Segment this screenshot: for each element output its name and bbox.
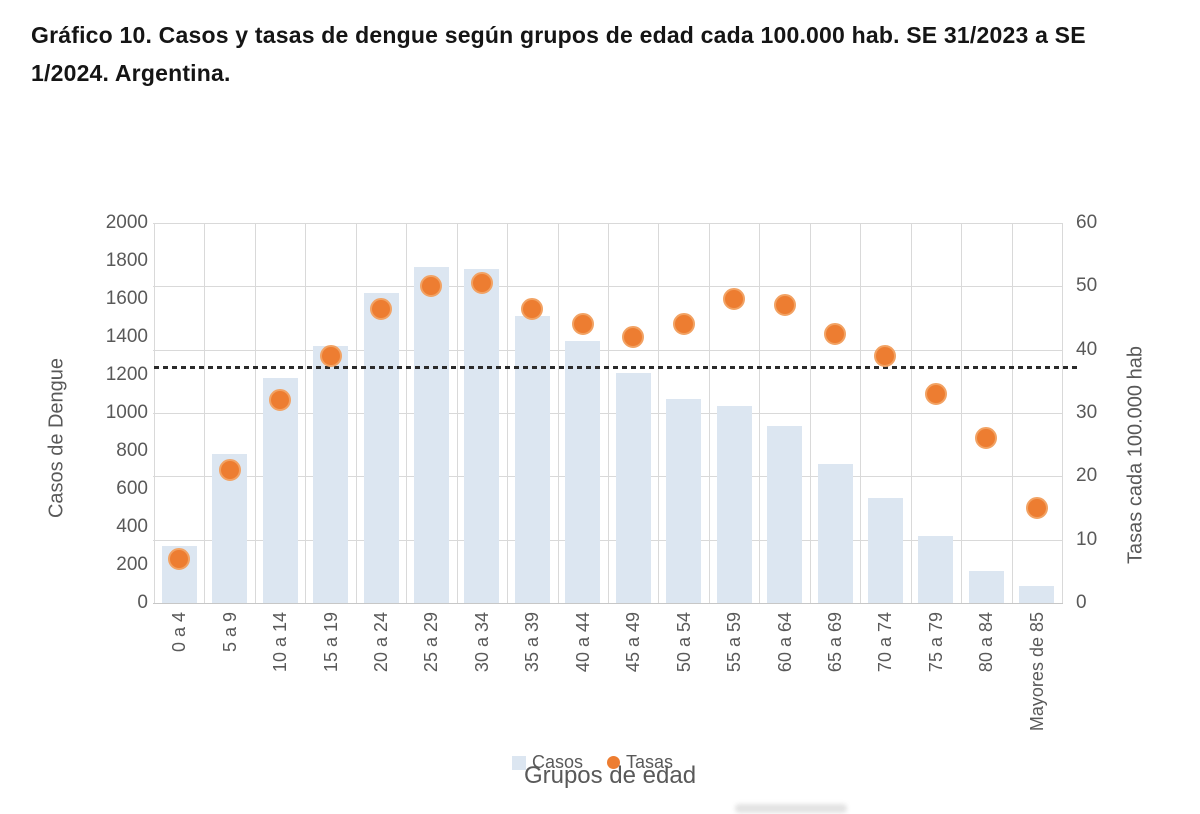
x-category-label: 0 a 4 bbox=[169, 612, 190, 653]
h-gridline bbox=[153, 349, 1063, 351]
casos-bar bbox=[666, 398, 702, 604]
tasas-point bbox=[420, 275, 443, 298]
tasas-point bbox=[521, 297, 544, 320]
legend-marker-tasas-icon bbox=[607, 756, 621, 769]
tasas-point bbox=[168, 547, 191, 570]
y-right-tick-label: 30 bbox=[1076, 402, 1098, 423]
h-gridline bbox=[153, 223, 1063, 224]
tasas-point bbox=[370, 297, 392, 320]
x-category-label: 40 a 44 bbox=[572, 612, 593, 673]
y-left-tick-label: 200 bbox=[116, 554, 148, 575]
casos-bar bbox=[716, 406, 752, 603]
tasas-point bbox=[723, 288, 746, 310]
casos-bar bbox=[1019, 585, 1055, 603]
casos-bar bbox=[767, 426, 803, 603]
tasas-point bbox=[319, 345, 342, 367]
y-left-tick-label: 1400 bbox=[105, 326, 148, 347]
y-right-tick-label: 20 bbox=[1076, 465, 1098, 487]
legend-swatch-casos bbox=[512, 755, 526, 770]
legend-label-tasas: Tasas bbox=[626, 752, 674, 772]
y-right-tick-label: 50 bbox=[1076, 275, 1098, 297]
x-axis-line bbox=[153, 603, 1063, 604]
h-gridline bbox=[153, 286, 1063, 288]
casos-bar bbox=[313, 345, 349, 603]
tasas-point bbox=[824, 322, 846, 345]
y-left-tick-label: 1800 bbox=[105, 250, 148, 271]
x-category-label: 30 a 34 bbox=[471, 612, 492, 673]
x-category-label: 50 a 54 bbox=[673, 612, 694, 673]
casos-bar bbox=[262, 377, 298, 603]
page-title-line2: 1/2024. Argentina. bbox=[31, 60, 231, 86]
y-right-tick-label: 10 bbox=[1076, 528, 1098, 550]
reference-dashed-line bbox=[154, 366, 1080, 370]
x-category-label: Mayores de 85 bbox=[1026, 612, 1047, 732]
x-category-label: 65 a 69 bbox=[825, 612, 845, 673]
x-category-label: 80 a 84 bbox=[976, 612, 997, 673]
casos-bar bbox=[413, 266, 449, 603]
x-category-label: 25 a 29 bbox=[421, 612, 442, 673]
y-right-axis-title: Tasas cada 100.000 hab bbox=[1124, 346, 1147, 564]
casos-bar bbox=[615, 373, 651, 603]
tasas-point bbox=[975, 427, 998, 450]
y-left-tick-label: 1600 bbox=[105, 288, 148, 309]
x-category-label: 15 a 19 bbox=[320, 612, 341, 673]
x-category-label: 35 a 39 bbox=[522, 612, 543, 673]
y-left-tick-label: 400 bbox=[116, 516, 148, 537]
y-left-tick-label: 600 bbox=[116, 478, 148, 499]
x-category-label: 75 a 79 bbox=[925, 612, 946, 673]
casos-bar bbox=[363, 293, 399, 603]
y-left-tick-label: 2000 bbox=[105, 212, 148, 233]
x-category-label: 55 a 59 bbox=[724, 612, 745, 673]
tasas-point bbox=[269, 389, 292, 412]
x-category-label: 60 a 64 bbox=[774, 612, 795, 673]
y-left-tick-label: 1200 bbox=[105, 364, 148, 385]
x-category-label: 70 a 74 bbox=[875, 612, 896, 673]
tasas-point bbox=[1025, 497, 1048, 519]
casos-bar bbox=[565, 340, 601, 603]
x-category-label: 45 a 49 bbox=[623, 612, 644, 673]
casos-bar bbox=[464, 268, 500, 603]
tasas-point bbox=[571, 313, 594, 336]
page-title: Gráfico 10. Casos y tasas de dengue segú… bbox=[31, 16, 1156, 92]
legend: Casos Tasas bbox=[512, 752, 673, 773]
casos-bar bbox=[514, 316, 550, 603]
casos-bar bbox=[968, 570, 1004, 603]
casos-bar bbox=[867, 497, 903, 603]
cropped-text-artifact bbox=[735, 804, 847, 813]
tasas-point bbox=[773, 294, 796, 317]
y-left-tick-label: 800 bbox=[116, 440, 148, 461]
h-gridline bbox=[153, 539, 1063, 541]
page-title-line1: Gráfico 10. Casos y tasas de dengue segú… bbox=[31, 22, 1086, 48]
x-axis-title: Grupos de edad bbox=[523, 762, 697, 789]
x-category-label: 20 a 24 bbox=[371, 612, 391, 673]
casos-bar bbox=[817, 464, 853, 603]
y-right-tick-label: 60 bbox=[1076, 212, 1098, 233]
tasas-point bbox=[874, 345, 897, 367]
y-right-tick-label: 0 bbox=[1076, 592, 1087, 613]
y-left-tick-label: 0 bbox=[137, 592, 148, 613]
tasas-point bbox=[672, 313, 695, 336]
tasas-point bbox=[924, 383, 947, 405]
h-gridline bbox=[153, 413, 1063, 414]
h-gridline bbox=[153, 476, 1063, 478]
legend-label-casos: Casos bbox=[532, 752, 584, 772]
y-left-axis-title: Casos de Dengue bbox=[45, 357, 68, 519]
y-right-tick-label: 40 bbox=[1076, 338, 1098, 360]
casos-bar bbox=[918, 535, 954, 603]
y-left-tick-label: 1000 bbox=[105, 402, 148, 423]
tasas-point bbox=[470, 272, 493, 295]
x-category-label: 5 a 9 bbox=[219, 612, 240, 653]
tasas-point bbox=[218, 459, 241, 481]
tasas-point bbox=[622, 326, 645, 348]
x-category-label: 10 a 14 bbox=[270, 612, 291, 673]
